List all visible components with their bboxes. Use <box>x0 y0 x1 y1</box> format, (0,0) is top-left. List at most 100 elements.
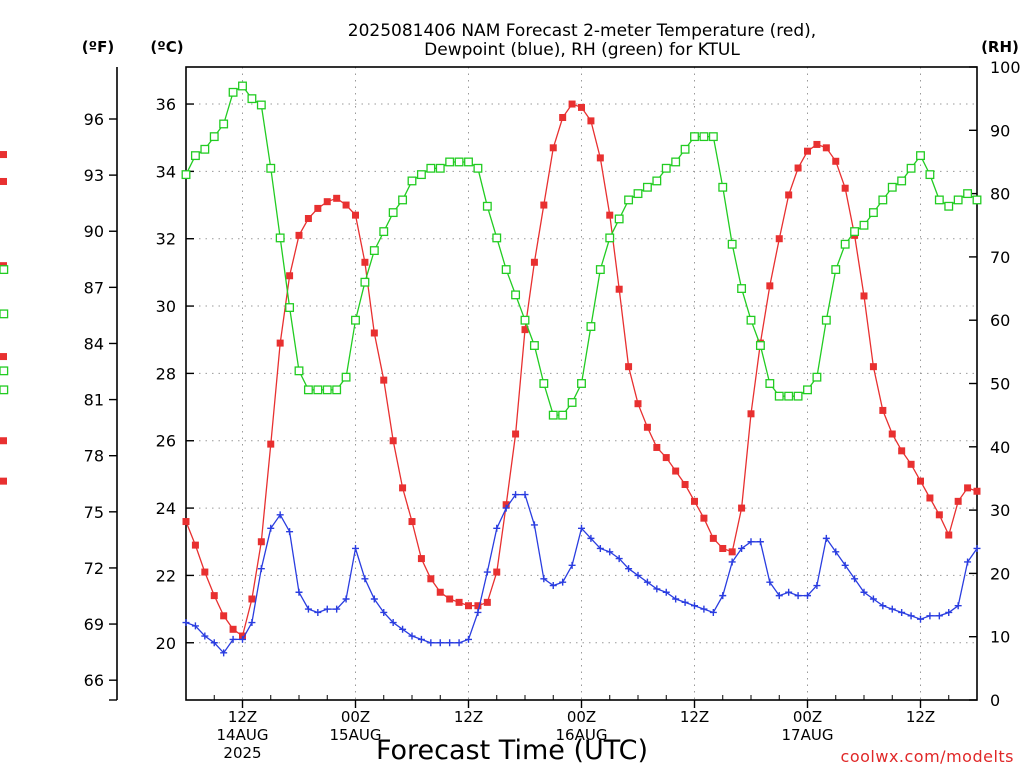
dewpoint-point <box>832 548 840 556</box>
rh-point <box>454 157 464 167</box>
dewpoint-point <box>662 588 670 596</box>
rh-point <box>266 163 276 173</box>
temperature-point <box>483 598 491 606</box>
rh-tick-label: 100 <box>990 58 1021 77</box>
dewpoint-point <box>323 605 331 613</box>
rh-tick-label: 80 <box>990 185 1010 204</box>
rh-point <box>473 163 483 173</box>
dewpoint-point <box>502 504 510 512</box>
rh-point <box>831 265 841 275</box>
temperature-point <box>286 272 294 280</box>
dewpoint-point <box>587 534 595 542</box>
rh-point <box>464 157 473 167</box>
dewpoint-point <box>201 632 209 640</box>
dewpoint-point <box>822 534 830 542</box>
temperature-point <box>352 211 359 219</box>
dewpoint-point <box>578 524 585 532</box>
rh-point <box>275 233 285 243</box>
temperature-point <box>304 215 312 223</box>
temperature-point <box>210 592 218 600</box>
temperature-point <box>794 164 802 172</box>
series-layer <box>0 81 982 657</box>
rh-point <box>878 195 888 205</box>
temperature-point <box>361 258 369 266</box>
rh-point <box>652 176 662 186</box>
celsius-tick-label: 36 <box>156 95 176 114</box>
dewpoint-point <box>935 612 943 620</box>
temperature-point <box>267 440 275 448</box>
temperature-point <box>559 114 567 122</box>
temperature-point <box>728 548 736 556</box>
celsius-tick-label: 26 <box>156 432 176 451</box>
rh-series <box>0 81 982 420</box>
rh-point <box>529 341 539 350</box>
rh-point <box>614 214 624 224</box>
rh-tick-label: 20 <box>990 564 1010 583</box>
dewpoint-point <box>643 578 651 586</box>
rh-point <box>868 208 878 218</box>
dewpoint-point <box>304 605 312 613</box>
rh-unit-label: (RH) <box>981 38 1019 56</box>
temperature-point <box>691 497 698 505</box>
dewpoint-point <box>352 544 359 552</box>
temperature-point <box>596 154 604 162</box>
dewpoint-point <box>568 561 576 569</box>
celsius-tick-label: 30 <box>156 297 176 316</box>
x-axis-title: Forecast Time (UTC) <box>376 735 648 766</box>
temperature-point <box>804 147 811 155</box>
temperature-point <box>446 595 454 603</box>
temperature-point <box>775 235 783 243</box>
fahrenheit-tick-label: 93 <box>84 166 104 185</box>
rh-tick-label: 10 <box>990 628 1010 647</box>
rh-point <box>821 315 831 325</box>
temperature-point <box>681 481 689 489</box>
dewpoint-point <box>229 635 237 643</box>
time-tick-label: 15AUG <box>330 726 382 744</box>
dewpoint-point <box>559 578 567 586</box>
rh-point <box>238 81 247 91</box>
temperature-point <box>342 201 350 209</box>
dewpoint-point <box>926 612 934 620</box>
dewpoint-point <box>615 555 623 563</box>
dewpoint-point <box>549 582 557 590</box>
time-tick-label: 14AUG <box>217 726 269 744</box>
temperature-point <box>0 477 7 485</box>
celsius-unit-label: (ºC) <box>150 38 183 56</box>
rh-tick-label: 90 <box>990 121 1010 140</box>
dewpoint-point <box>954 602 962 610</box>
temperature-point <box>615 285 623 293</box>
chart-title-line-1: 2025081406 NAM Forecast 2-meter Temperat… <box>348 21 816 41</box>
rh-tick-label: 50 <box>990 375 1010 394</box>
temperature-point <box>578 103 585 111</box>
rh-point <box>398 195 408 205</box>
time-tick-label: 12Z <box>228 708 257 726</box>
dewpoint-point <box>634 571 642 579</box>
temperature-point <box>822 144 830 152</box>
rh-point <box>200 144 210 154</box>
temperature-point <box>465 602 472 610</box>
rh-point <box>812 372 822 382</box>
dewpoint-point <box>728 558 736 566</box>
rh-point <box>548 410 558 420</box>
rh-point <box>501 265 511 275</box>
rh-point <box>567 398 577 407</box>
dewpoint-point <box>804 592 811 600</box>
rh-point <box>661 163 671 173</box>
rh-point <box>690 132 699 142</box>
temperature-point <box>436 588 444 596</box>
rh-line <box>185 85 978 416</box>
temperature-point <box>662 454 670 462</box>
temperature-point <box>0 177 7 185</box>
dewpoint-point <box>596 544 604 552</box>
rh-point <box>482 201 492 211</box>
time-tick-label: 12Z <box>454 708 483 726</box>
dewpoint-point <box>408 632 416 640</box>
dewpoint-point <box>314 608 322 616</box>
dewpoint-point <box>436 639 444 647</box>
dewpoint-point <box>239 635 246 643</box>
temperature-point <box>417 555 425 563</box>
fahrenheit-tick-label: 81 <box>84 391 104 410</box>
temperature-point <box>0 151 7 159</box>
chart-title-line-2: Dewpoint (blue), RH (green) for KTUL <box>424 40 740 60</box>
rh-point <box>520 315 530 325</box>
